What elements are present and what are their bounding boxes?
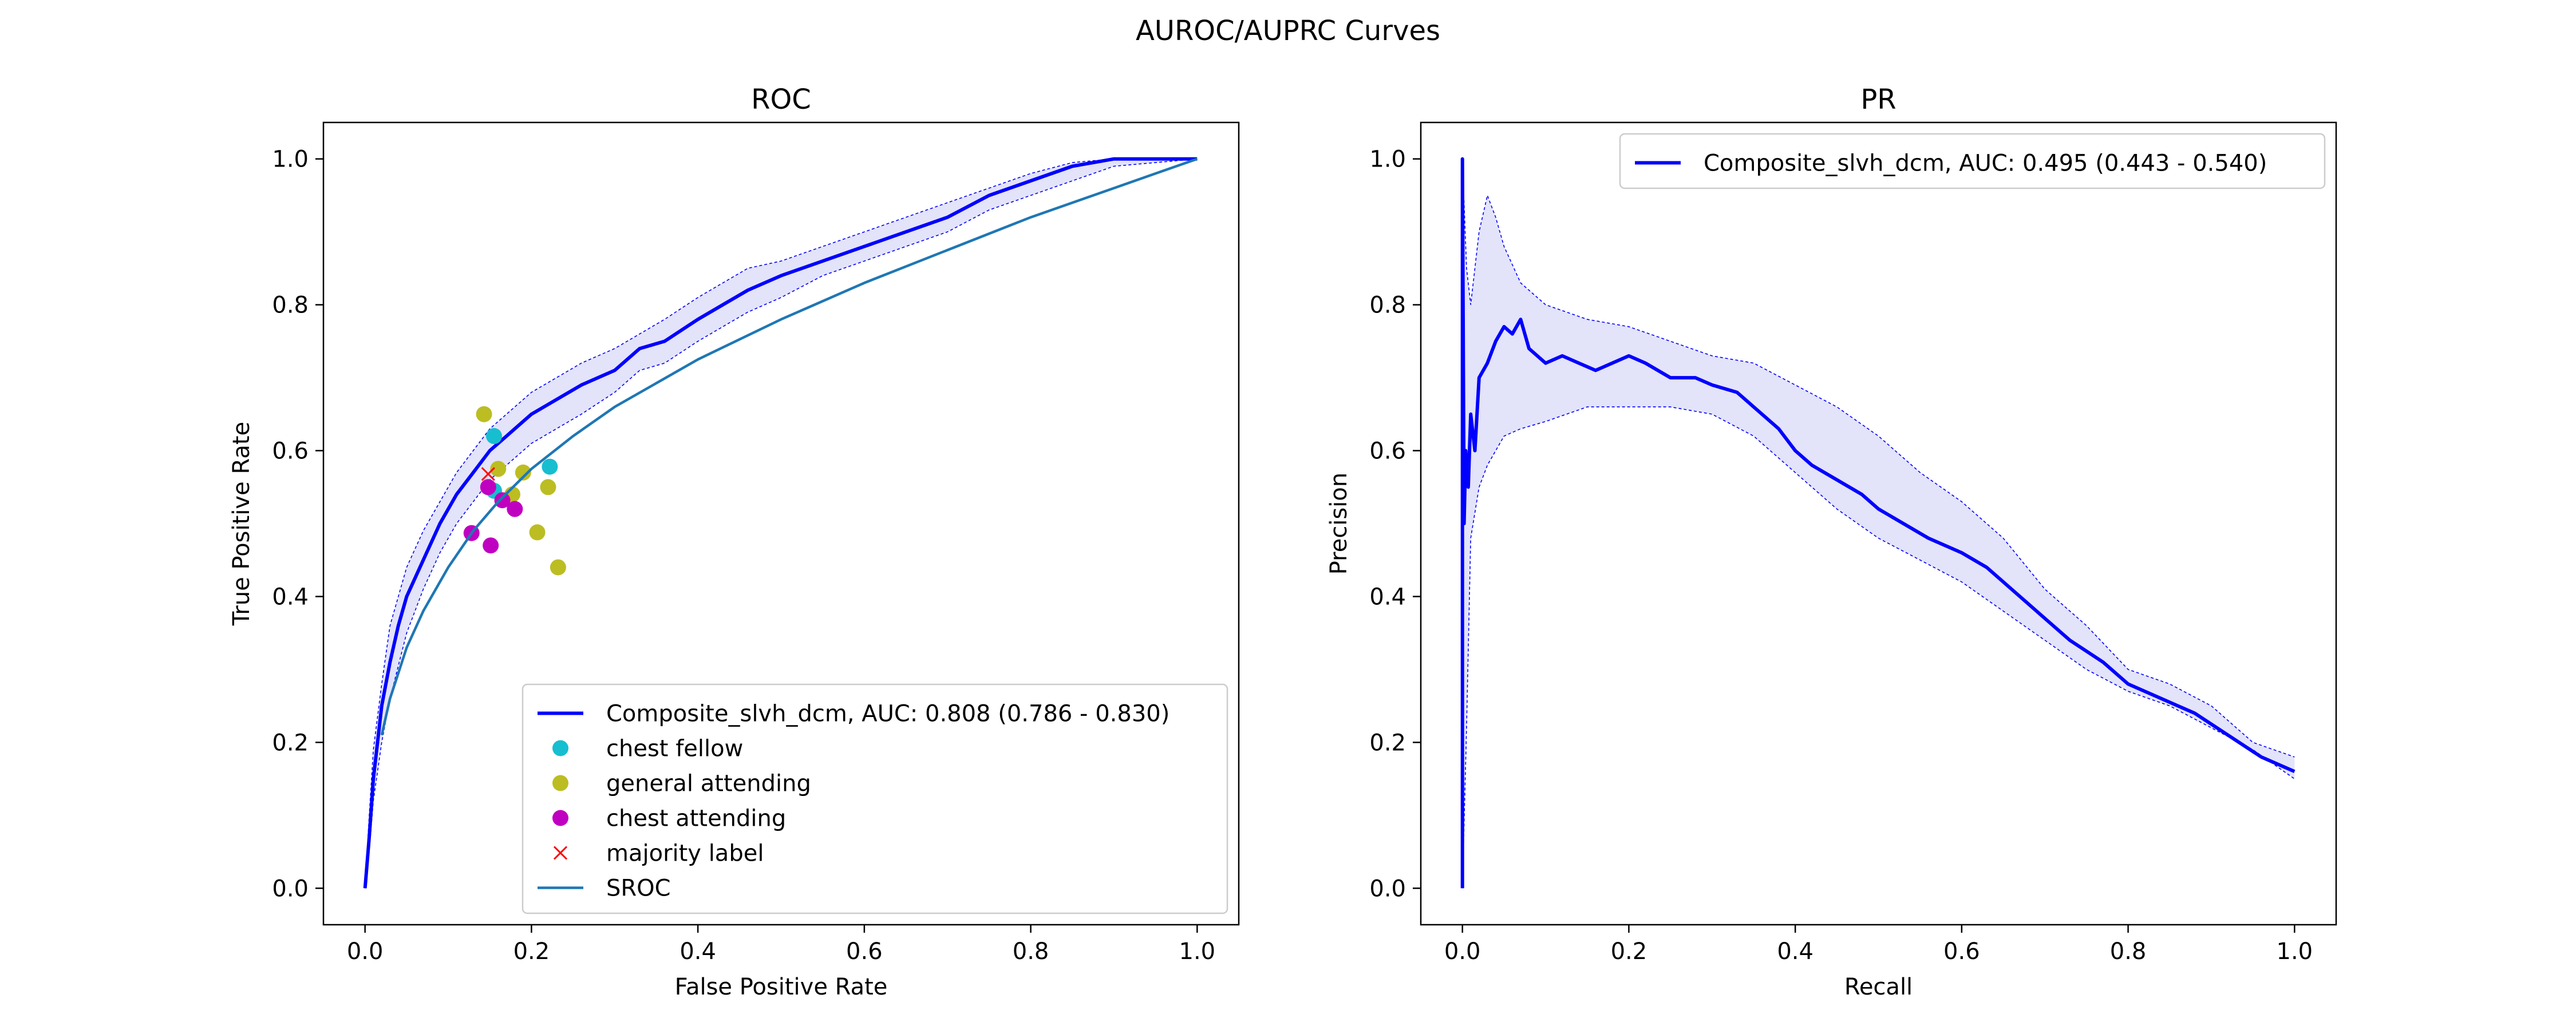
pr-xtick-label: 1.0 <box>2277 938 2313 965</box>
roc-series-general-attending-point <box>540 479 556 496</box>
roc-series-chest-attending-point <box>507 501 523 517</box>
pr-xtick-label: 0.2 <box>1611 938 1647 965</box>
roc-series-chest-fellow-point <box>485 428 502 445</box>
roc-ytick-label: 0.2 <box>272 730 309 756</box>
roc-xtick-label: 0.0 <box>347 938 384 965</box>
pr-legend: Composite_slvh_dcm, AUC: 0.495 (0.443 - … <box>1619 133 2326 189</box>
roc-legend-label: chest fellow <box>606 736 743 762</box>
pr-ci-upper-line <box>1461 159 2295 758</box>
roc-xtick-label: 1.0 <box>1179 938 1216 965</box>
pr-xtick-label: 0.8 <box>2110 938 2147 965</box>
roc-ci-upper-line <box>364 158 1198 889</box>
roc-series-chest-fellow-point <box>542 458 558 475</box>
pr-panel: 0.0 0.2 0.4 0.6 0.8 1.0 0.0 0.2 0.4 0.6 0.8 1.0 PR Re… <box>1326 84 2337 1000</box>
roc-series-chest-attending-point <box>494 492 511 509</box>
pr-ytick-label: 0.8 <box>1369 292 1406 319</box>
roc-series-majority-label-point <box>481 467 495 481</box>
pr-ytick-label: 0.2 <box>1369 730 1406 756</box>
roc-legend-label: general attending <box>606 771 811 797</box>
roc-series-general-attending-point <box>529 524 546 541</box>
roc-series-general-attending-point <box>490 461 507 477</box>
roc-series-composite-slvh-dcm-line <box>363 157 1198 889</box>
roc-legend-entry: SROC <box>538 876 671 902</box>
pr-ci-band <box>1462 159 2295 889</box>
roc-legend-swatch <box>552 740 568 756</box>
pr-legend-label: Composite_slvh_dcm, AUC: 0.495 (0.443 - … <box>1704 150 2267 177</box>
pr-ylabel: Precision <box>1326 473 1352 575</box>
pr-xlabel: Recall <box>1844 974 1913 1000</box>
roc-series-sroc-line <box>380 157 1198 736</box>
pr-xtick-label: 0.0 <box>1444 938 1481 965</box>
roc-legend-entry: chest fellow <box>552 736 743 762</box>
pr-axes-frame <box>1420 121 2337 926</box>
pr-series-composite-slvh-dcm-line <box>1460 157 2296 889</box>
roc-ytick-label: 0.4 <box>272 584 309 610</box>
roc-legend-entry: chest attending <box>552 806 786 832</box>
pr-xtick-label: 0.4 <box>1777 938 1814 965</box>
roc-series-general-attending-point <box>476 406 492 422</box>
roc-legend-label: Composite_slvh_dcm, AUC: 0.808 (0.786 - … <box>606 701 1170 727</box>
roc-ytick-label: 0.6 <box>272 438 309 465</box>
pr-ytick-label: 0.4 <box>1369 584 1406 610</box>
roc-legend-swatch <box>553 846 568 860</box>
roc-xlabel: False Positive Rate <box>675 974 888 1000</box>
roc-series-chest-attending-point <box>480 479 496 496</box>
roc-ylabel: True Positive Rate <box>228 422 255 626</box>
roc-xtick-label: 0.2 <box>513 938 550 965</box>
roc-ytick-label: 1.0 <box>272 146 309 173</box>
pr-plot-area <box>1460 157 2296 889</box>
roc-xtick-label: 0.4 <box>679 938 716 965</box>
roc-plot-area <box>363 157 1198 889</box>
pr-legend-entry: Composite_slvh_dcm, AUC: 0.495 (0.443 - … <box>1635 150 2267 177</box>
pr-ytick-label: 0.6 <box>1369 438 1406 465</box>
roc-legend-label: SROC <box>606 876 671 902</box>
roc-legend-label: majority label <box>606 841 764 867</box>
pr-legend-box <box>1619 133 2326 189</box>
figure-suptitle: AUROC/AUPRC Curves <box>1136 15 1440 47</box>
roc-panel: 0.0 0.2 0.4 0.6 0.8 1.0 0.0 0.2 0.4 0.6 0.8 1.0 ROC F… <box>228 84 1240 1000</box>
roc-series-general-attending-point <box>550 559 566 576</box>
roc-legend: Composite_slvh_dcm, AUC: 0.808 (0.786 - … <box>521 683 1228 914</box>
roc-legend-entry: general attending <box>552 771 811 797</box>
roc-legend-label: chest attending <box>606 806 786 832</box>
pr-title: PR <box>1860 84 1896 116</box>
roc-series-chest-attending-point <box>483 537 499 554</box>
roc-series-general-attending-point <box>515 464 531 481</box>
roc-legend-swatch <box>552 810 568 826</box>
roc-legend-swatch <box>552 775 568 791</box>
roc-title: ROC <box>751 84 811 116</box>
roc-legend-entry: Composite_slvh_dcm, AUC: 0.808 (0.786 - … <box>538 701 1170 727</box>
roc-ytick-label: 0.8 <box>272 292 309 319</box>
pr-ytick-label: 0.0 <box>1369 876 1406 902</box>
roc-ci-lower-line <box>364 158 1198 889</box>
roc-legend-box <box>521 683 1228 914</box>
pr-ytick-label: 1.0 <box>1369 146 1406 173</box>
roc-xtick-label: 0.8 <box>1013 938 1049 965</box>
roc-axes-frame <box>322 121 1240 926</box>
roc-ytick-label: 0.0 <box>272 876 309 902</box>
roc-xtick-label: 0.6 <box>846 938 883 965</box>
roc-legend-entry: majority label <box>553 841 764 867</box>
pr-xtick-label: 0.6 <box>1943 938 1980 965</box>
pr-ci-lower-line <box>1461 406 2295 889</box>
